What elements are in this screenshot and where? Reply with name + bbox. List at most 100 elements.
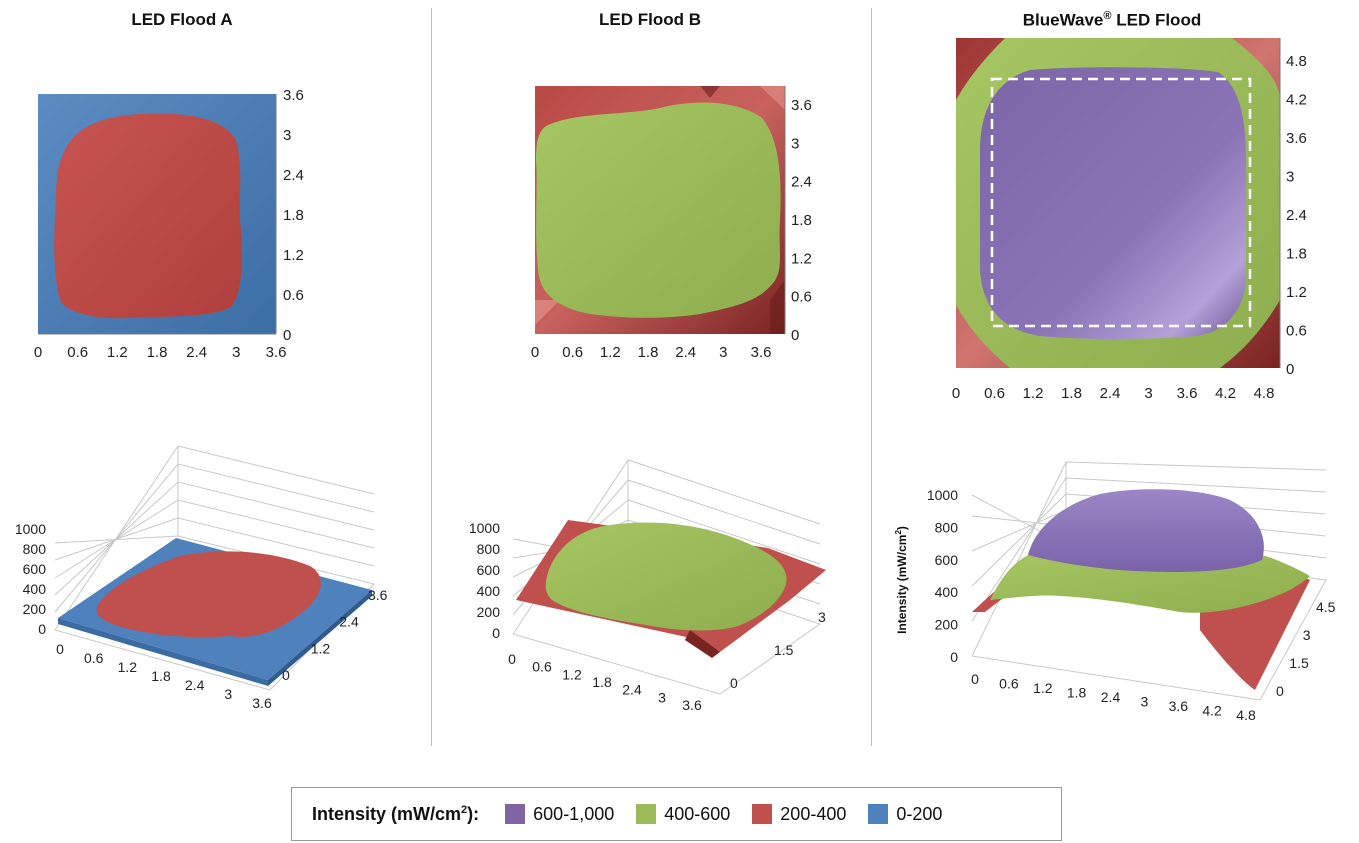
- contour-a-band-200-400: [54, 113, 242, 319]
- ticks-c-z-label: 600: [935, 552, 959, 568]
- ticks-b-x-label: 0.6: [562, 344, 583, 361]
- ticks-c-z-label: 200: [935, 617, 959, 633]
- ticks-b-z-label: 400: [477, 583, 501, 599]
- ticks-c-y-label: 1.8: [1286, 246, 1307, 263]
- ticks-b-sx-label: 0.6: [532, 659, 552, 675]
- legend-title: Intensity (mW/cm2):: [312, 804, 479, 825]
- contour-bw-x-ticks: 0 0.6 1.2 1.8 2.4 3 3.6 4.2 4.8: [952, 385, 1275, 402]
- surface-bw-y-ticks: 0 1.5 3 4.5: [1276, 599, 1336, 699]
- ticks-a-z-label: 600: [23, 561, 47, 577]
- ticks-c-sx-label: 4.2: [1202, 703, 1222, 719]
- contour-b-x-ticks: 0 0.6 1.2 1.8 2.4 3 3.6: [531, 344, 772, 361]
- panel-title-b: LED Flood B: [500, 10, 800, 30]
- surface-bw-x-ticks: 0 0.6 1.2 1.8 2.4 3 3.6 4.2 4.8: [971, 671, 1256, 723]
- ticks-a-y-label: 2.4: [283, 167, 304, 184]
- legend-swatch-purple: [505, 804, 526, 824]
- panel-title-a: LED Flood A: [32, 10, 332, 30]
- surface-b-band-400-600: [545, 522, 787, 631]
- ticks-c-y-label: 1.2: [1286, 284, 1307, 301]
- ticks-a-sy-label: 2.4: [339, 614, 359, 630]
- ticks-c-z-label: 0: [950, 649, 958, 665]
- ticks-c-sx-label: 0: [971, 671, 979, 687]
- ticks-b-x-label: 0: [531, 344, 539, 361]
- surface-b-z-ticks: 0 200 400 600 800 1000: [469, 520, 500, 641]
- ticks-c-x-label: 1.2: [1023, 385, 1044, 402]
- ticks-a-y-label: 3.6: [283, 87, 304, 104]
- ticks-c-x-label: 4.8: [1254, 385, 1275, 402]
- ticks-a-sy-label: 0: [282, 667, 290, 683]
- contour-b-y-ticks: 0 0.6 1.2 1.8 2.4 3 3.6: [791, 97, 812, 344]
- contour-b-band-400-600: [536, 102, 781, 318]
- surface-bw-z-ticks: 0 200 400 600 800 1000: [927, 487, 958, 665]
- ticks-b-sy-label: 0: [730, 675, 738, 691]
- ticks-a-y-label: 1.2: [283, 247, 304, 264]
- legend-label-400-600: 400-600: [664, 803, 731, 824]
- ticks-b-y-label: 2.4: [791, 174, 812, 191]
- contour-bw-band-600-1000: [980, 67, 1246, 339]
- ticks-c-x-label: 3: [1144, 385, 1152, 402]
- legend-item-600-1000: 600-1,000: [505, 804, 614, 825]
- ticks-a-y-label: 0.6: [283, 287, 304, 304]
- panel-title-bluewave: BlueWave® LED Flood: [962, 10, 1262, 31]
- ticks-b-sy-label: 1.5: [774, 642, 794, 658]
- ticks-c-sy-label: 4.5: [1316, 599, 1336, 615]
- ticks-a-z-label: 400: [23, 581, 47, 597]
- ticks-a-y-label: 1.8: [283, 207, 304, 224]
- ticks-a-x-label: 1.8: [147, 344, 168, 361]
- ticks-b-x-label: 3.6: [751, 344, 772, 361]
- contour-bw-y-ticks: 0 0.6 1.2 1.8 2.4 3 3.6 4.2 4.8: [1286, 53, 1307, 378]
- ticks-a-x-label: 0.6: [67, 344, 88, 361]
- ticks-a-sx-label: 0.6: [84, 650, 104, 666]
- ticks-b-y-label: 0: [791, 327, 799, 344]
- ticks-b-y-label: 3: [791, 135, 799, 152]
- panel-title-a-text: LED Flood A: [131, 10, 233, 29]
- ticks-a-y-label: 0: [283, 327, 291, 344]
- ticks-b-x-label: 2.4: [675, 344, 696, 361]
- ticks-c-y-label: 3: [1286, 169, 1294, 186]
- ticks-b-sx-label: 2.4: [622, 682, 642, 698]
- ticks-c-sx-label: 1.8: [1067, 685, 1087, 701]
- ticks-c-y-label: 4.8: [1286, 53, 1307, 70]
- registered-mark: ®: [1103, 10, 1112, 22]
- surface-b-shape: [516, 520, 826, 658]
- ticks-a-sx-label: 1.8: [151, 668, 171, 684]
- legend-item-200-400: 200-400: [752, 804, 846, 825]
- ticks-c-z-label: 400: [935, 584, 959, 600]
- ticks-b-x-label: 3: [719, 344, 727, 361]
- ticks-b-z-label: 1000: [469, 520, 500, 536]
- surface-a-y-ticks: 0 1.2 2.4 3.6: [282, 587, 388, 683]
- surface-a-shape: [58, 538, 372, 686]
- ticks-b-x-label: 1.8: [638, 344, 659, 361]
- ticks-b-y-label: 1.2: [791, 250, 812, 267]
- column-divider-1: [431, 8, 432, 746]
- ticks-a-x-label: 3: [232, 344, 240, 361]
- ticks-b-z-label: 0: [492, 625, 500, 641]
- ticks-c-y-label: 0: [1286, 361, 1294, 378]
- ticks-c-sx-label: 3.6: [1169, 698, 1189, 714]
- legend-swatch-green: [636, 804, 657, 824]
- coverage-dashed-box: [990, 77, 1252, 328]
- ticks-a-sy-label: 3.6: [368, 587, 388, 603]
- panel-title-bluewave-suffix: LED Flood: [1111, 10, 1202, 30]
- ticks-c-sx-label: 0.6: [999, 676, 1019, 692]
- ticks-c-sy-label: 0: [1276, 683, 1284, 699]
- legend-label-600-1000: 600-1,000: [533, 803, 615, 824]
- surface-bw-shape: [972, 489, 1310, 690]
- ticks-c-x-label: 2.4: [1100, 385, 1121, 402]
- legend-swatch-red: [752, 804, 773, 824]
- ticks-c-x-label: 4.2: [1215, 385, 1236, 402]
- ticks-c-x-label: 0.6: [984, 385, 1005, 402]
- legend-swatch-blue: [868, 804, 889, 824]
- legend-title-text: Intensity (mW/cm: [312, 803, 462, 824]
- panel-title-b-text: LED Flood B: [599, 10, 701, 29]
- ticks-a-sx-label: 2.4: [185, 677, 205, 693]
- ticks-a-z-label: 0: [38, 621, 46, 637]
- ticks-b-sx-label: 1.8: [592, 674, 612, 690]
- panel-title-bluewave-text: BlueWave: [1022, 10, 1104, 30]
- ticks-c-y-label: 4.2: [1286, 92, 1307, 109]
- legend-label-0-200: 0-200: [896, 803, 943, 824]
- ticks-a-y-label: 3: [283, 127, 291, 144]
- ticks-a-sx-label: 0: [56, 641, 64, 657]
- ticks-b-sx-label: 1.2: [562, 666, 582, 682]
- ticks-b-sx-label: 3: [658, 689, 666, 705]
